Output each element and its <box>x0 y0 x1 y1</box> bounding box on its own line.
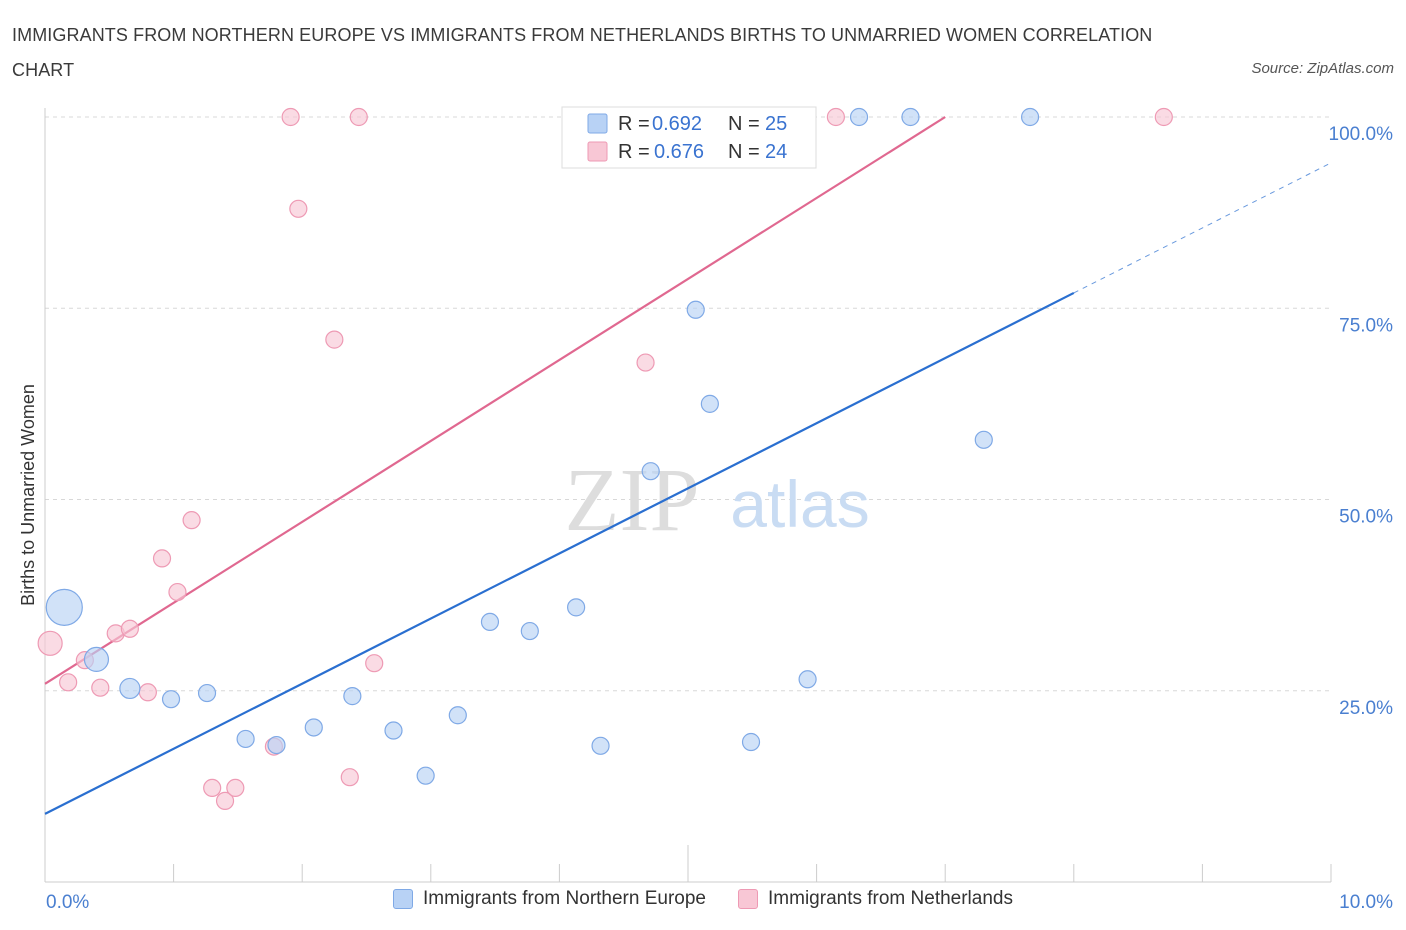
point-netherlands-17 <box>340 768 359 787</box>
point-northern-europe-24 <box>1020 107 1040 127</box>
legend-n-label-2: N = <box>728 141 760 163</box>
point-netherlands-1 <box>59 673 78 692</box>
legend-swatch-blue <box>587 113 608 134</box>
x-axis-ticks <box>44 845 1332 882</box>
point-netherlands-22 <box>826 107 845 127</box>
legend-r-value-2: 0.676 <box>654 141 704 163</box>
point-northern-europe-6 <box>267 735 286 755</box>
x-tick-label-max: 10.0% <box>1339 892 1393 913</box>
legend-n-value-2: 24 <box>765 141 787 163</box>
point-netherlands-0 <box>37 630 63 656</box>
point-northern-europe-2 <box>119 677 141 700</box>
stats-legend: R = 0.692 N = 25 R = 0.676 N = 24 <box>561 106 817 169</box>
point-northern-europe-21 <box>849 107 869 127</box>
point-northern-europe-1 <box>83 646 110 672</box>
point-northern-europe-17 <box>686 300 705 319</box>
point-northern-europe-11 <box>448 706 467 725</box>
x-tick-label-min: 0.0% <box>46 892 89 913</box>
y-axis-label: Births to Unmarried Women <box>18 384 38 606</box>
point-netherlands-16 <box>325 330 344 349</box>
legend-swatch-netherlands <box>738 889 759 909</box>
trend-line-netherlands <box>44 116 946 685</box>
y-tick-label-25: 25.0% <box>1339 698 1393 719</box>
point-northern-europe-20 <box>798 670 817 689</box>
point-netherlands-15 <box>289 199 308 218</box>
point-northern-europe-9 <box>384 721 403 740</box>
point-northern-europe-16 <box>641 462 660 481</box>
gridlines <box>45 116 1331 692</box>
series-legend: Immigrants from Northern Europe Immigran… <box>0 888 1406 910</box>
series-legend-item-netherlands[interactable]: Immigrants from Netherlands <box>738 888 1013 910</box>
point-northern-europe-23 <box>974 430 993 449</box>
point-netherlands-9 <box>182 511 201 530</box>
watermark-atlas: atlas <box>730 467 869 541</box>
y-tick-labels: 25.0% 50.0% 75.0% 100.0% <box>1329 124 1394 719</box>
point-netherlands-12 <box>226 778 245 798</box>
chart-source: Source: ZipAtlas.com <box>1251 60 1394 77</box>
point-netherlands-5 <box>120 619 139 638</box>
series-legend-label-netherlands: Immigrants from Netherlands <box>768 888 1013 909</box>
point-netherlands-23 <box>1154 107 1173 127</box>
point-netherlands-11 <box>215 791 235 811</box>
point-northern-europe-13 <box>520 621 539 641</box>
legend-swatch-northern-europe <box>393 889 414 909</box>
legend-r-value-1: 0.692 <box>652 113 702 135</box>
point-northern-europe-7 <box>304 718 323 737</box>
point-northern-europe-19 <box>741 732 761 752</box>
point-netherlands-8 <box>168 582 187 602</box>
legend-n-label-1: N = <box>728 113 760 135</box>
series-legend-label-northern-europe: Immigrants from Northern Europe <box>423 888 707 909</box>
point-netherlands-3 <box>91 678 110 697</box>
point-northern-europe-3 <box>161 690 181 709</box>
point-netherlands-20 <box>636 353 655 372</box>
point-netherlands-14 <box>281 107 300 127</box>
point-netherlands-10 <box>203 778 222 798</box>
point-netherlands-18 <box>349 107 368 127</box>
point-northern-europe-0 <box>45 588 83 626</box>
legend-swatch-pink <box>587 141 608 162</box>
series-legend-item-northern-europe[interactable]: Immigrants from Northern Europe <box>393 888 706 910</box>
point-northern-europe-8 <box>343 687 362 706</box>
data-points <box>37 107 1173 811</box>
legend-n-value-1: 25 <box>765 113 787 135</box>
trend-line-northern-europe <box>44 291 1075 815</box>
legend-r-label-2: R = <box>618 141 650 163</box>
chart-title: IMMIGRANTS FROM NORTHERN EUROPE VS IMMIG… <box>12 25 1153 80</box>
watermark-zip: ZIP <box>565 451 700 550</box>
trend-line-northern-europe-extension <box>1073 162 1332 294</box>
point-northern-europe-15 <box>591 736 610 755</box>
y-tick-label-75: 75.0% <box>1339 315 1393 336</box>
point-northern-europe-12 <box>480 612 500 632</box>
point-northern-europe-10 <box>416 766 435 785</box>
legend-r-label-1: R = <box>618 113 650 135</box>
point-northern-europe-18 <box>700 394 719 413</box>
point-northern-europe-22 <box>901 107 920 127</box>
trend-lines <box>44 116 1332 815</box>
point-northern-europe-4 <box>197 683 217 703</box>
y-tick-label-100: 100.0% <box>1329 124 1394 145</box>
point-netherlands-19 <box>365 654 384 673</box>
point-netherlands-6 <box>138 683 157 702</box>
y-tick-label-50: 50.0% <box>1339 507 1393 528</box>
point-northern-europe-14 <box>567 598 586 617</box>
point-netherlands-7 <box>152 549 172 568</box>
point-northern-europe-5 <box>236 729 255 749</box>
